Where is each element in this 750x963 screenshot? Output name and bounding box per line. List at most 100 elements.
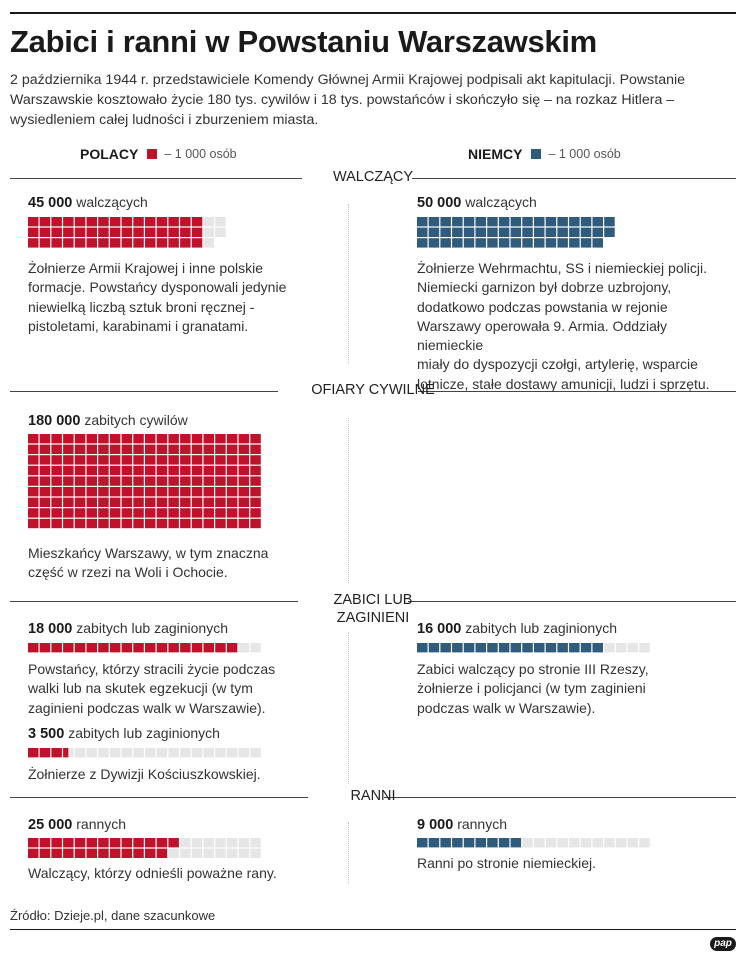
unit-cell-filled [440,238,451,248]
unit-cell-empty [250,848,261,858]
unit-cell-filled [51,497,62,507]
unit-cell-filled [86,444,97,454]
unit-cell-filled [463,217,475,227]
desc-line: dodatkowo podczas powstania w rejonie [417,298,668,315]
unit-cell-filled [580,227,592,237]
unit-cell-filled [417,643,428,653]
unit-cell-filled [74,476,86,486]
unit-cell-filled [417,238,428,248]
unit-cell-filled [121,476,133,486]
unit-cell-filled [74,848,86,858]
pl-civilians-number: 180 000 [28,413,81,429]
unit-cell-filled [428,238,440,248]
unit-cell-filled [121,434,133,444]
unit-cell-filled [98,217,109,227]
unit-cell-filled [28,497,39,507]
unit-cell-filled [522,217,533,227]
unit-cell-filled [63,508,74,518]
unit-cell-filled [133,487,144,497]
unit-cell-filled [39,748,51,758]
unit-cell-filled [191,643,203,653]
unit-cell-filled [39,838,51,848]
de-killed-unit-grid [417,643,650,653]
unit-cell-filled [168,238,179,248]
unit-cell-filled [534,238,545,248]
unit-cell-filled [226,476,238,486]
unit-cell-filled [156,508,168,518]
unit-cell-filled [63,848,74,858]
unit-cell-filled [191,476,203,486]
unit-cell-filled [250,465,261,476]
unit-cell-filled [145,444,156,454]
pl-fighters-label: walczących [76,194,148,210]
unit-cell-filled [203,518,214,529]
unit-cell-filled [51,508,62,518]
unit-cell-empty [639,838,650,848]
unit-cell-filled [28,465,39,476]
unit-cell-filled [168,518,179,529]
desc-line: lotnicze, stałe dostawy amunicji, ludzi … [417,375,710,392]
unit-cell-filled [180,497,191,507]
unit-cell-empty [180,848,191,858]
unit-cell-filled [98,238,109,248]
unit-cell-filled [51,217,62,227]
unit-cell-filled [180,476,191,486]
unit-cell-filled [180,643,191,653]
unit-cell-filled [215,508,226,518]
section-wounded-title: RANNI [350,788,396,804]
unit-cell-filled [74,444,86,454]
unit-cell-empty [168,748,179,758]
unit-cell-filled [428,217,440,227]
unit-cell-filled [156,497,168,507]
unit-cell-filled [592,217,603,227]
unit-cell-filled [39,848,51,858]
unit-cell-filled [191,487,203,497]
unit-cell-filled [145,227,156,237]
unit-cell-filled [156,838,168,848]
unit-cell-filled [168,476,179,486]
desc-line: Żołnierze Wehrmachtu, SS i niemieckiej p… [417,260,707,276]
unit-cell-filled [191,465,203,476]
unit-cell-filled [39,227,51,237]
pl-wounded-stat: 25 000 rannych [28,816,126,833]
unit-cell-filled [86,518,97,529]
unit-cell-filled [74,487,86,497]
unit-cell-filled [121,508,133,518]
desc-line: miały do dyspozycji czołgi, artylerię, w… [417,356,698,373]
unit-cell-filled [463,227,475,237]
unit-cell-filled [475,238,486,248]
unit-cell-filled [98,838,109,848]
unit-cell-filled [203,476,214,486]
pl-civilians-label: zabitych cywilów [84,412,188,428]
unit-cell-filled [156,465,168,476]
unit-cell-filled [226,444,238,454]
unit-cell-empty [615,643,627,653]
unit-cell-filled [156,518,168,529]
unit-cell-filled [28,217,39,227]
unit-cell-filled [145,487,156,497]
unit-cell-filled [63,434,74,444]
unit-cell-filled [191,238,203,248]
pl-civilians-stat: 180 000 zabitych cywilów [28,412,188,429]
desc-line: zaginieni podczas walk w Warszawie). [28,699,266,716]
unit-cell-filled [215,455,226,465]
unit-cell-filled [98,518,109,529]
unit-cell-filled [203,508,214,518]
unit-cell-filled [498,838,510,848]
de-killed-number: 16 000 [417,621,462,637]
column-divider [348,822,350,884]
unit-cell-filled [180,217,191,227]
unit-cell-filled [168,444,179,454]
unit-cell-filled [145,508,156,518]
unit-cell-filled [156,455,168,465]
unit-cell-filled [98,487,109,497]
unit-cell-filled [133,838,144,848]
section-killed-title-line1: ZABICI LUB [333,592,413,608]
desc-line: Warszawy operowała 9. Armia. Oddziały ni… [417,317,668,354]
unit-cell-filled [475,838,486,848]
unit-cell-filled [109,497,121,507]
section-killed-title: ZABICI LUB ZAGINIENI [10,591,736,627]
unit-cell-filled [109,434,121,444]
unit-cell-filled [168,227,179,237]
unit-cell-filled [226,643,238,653]
